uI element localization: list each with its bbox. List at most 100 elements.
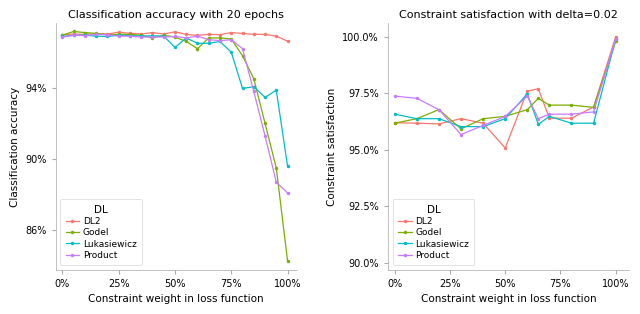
Product [413, 96, 420, 100]
DL2 [612, 35, 620, 39]
Lukasiewicz [534, 122, 542, 126]
X-axis label: Constraint weight in loss function: Constraint weight in loss function [420, 294, 596, 304]
Lukasiewicz [160, 34, 168, 38]
Product [250, 89, 258, 93]
Product [612, 37, 620, 41]
DL2 [59, 33, 67, 37]
Lukasiewicz [81, 33, 89, 37]
Lukasiewicz [138, 34, 145, 38]
DL2 [534, 87, 542, 91]
DL2 [92, 32, 100, 35]
Product [479, 124, 487, 127]
Line: Lukasiewicz: Lukasiewicz [393, 37, 618, 128]
Godel [273, 166, 280, 170]
DL2 [501, 146, 509, 150]
Product [216, 39, 224, 42]
Lukasiewicz [70, 33, 77, 37]
Product [171, 35, 179, 38]
Godel [501, 115, 509, 118]
DL2 [104, 32, 111, 36]
Godel [413, 117, 420, 121]
Line: DL2: DL2 [61, 30, 289, 43]
Product [589, 110, 597, 114]
Godel [534, 96, 542, 100]
Godel [568, 103, 575, 107]
Lukasiewicz [115, 33, 122, 37]
Godel [524, 108, 531, 111]
Lukasiewicz [284, 164, 291, 168]
Godel [589, 106, 597, 109]
Lukasiewicz [126, 34, 134, 37]
Godel [126, 32, 134, 36]
Y-axis label: Constraint satisfaction: Constraint satisfaction [327, 87, 337, 206]
Product [81, 34, 89, 37]
Title: Constraint satisfaction with delta=0.02: Constraint satisfaction with delta=0.02 [399, 10, 618, 20]
Line: Godel: Godel [393, 40, 618, 131]
Line: DL2: DL2 [393, 35, 618, 150]
Lukasiewicz [182, 36, 190, 40]
Product [160, 35, 168, 39]
Lukasiewicz [92, 34, 100, 38]
Godel [59, 33, 67, 37]
DL2 [138, 32, 145, 36]
DL2 [545, 116, 553, 120]
Product [501, 115, 509, 118]
DL2 [273, 34, 280, 38]
Lukasiewicz [457, 125, 465, 128]
Godel [194, 47, 202, 51]
Lukasiewicz [612, 37, 620, 41]
Godel [104, 33, 111, 37]
DL2 [70, 32, 77, 36]
DL2 [182, 32, 190, 36]
Godel [391, 121, 399, 125]
Godel [545, 103, 553, 107]
Product [115, 34, 122, 38]
Line: Godel: Godel [61, 30, 289, 263]
Line: Lukasiewicz: Lukasiewicz [61, 34, 289, 168]
Lukasiewicz [171, 46, 179, 49]
Product [534, 117, 542, 121]
DL2 [250, 32, 258, 36]
Lukasiewicz [501, 117, 509, 121]
Product [182, 36, 190, 40]
Product [227, 38, 235, 41]
Godel [115, 32, 122, 36]
Godel [457, 127, 465, 131]
Product [261, 134, 269, 138]
Lukasiewicz [194, 41, 202, 45]
X-axis label: Constraint weight in loss function: Constraint weight in loss function [88, 294, 264, 304]
DL2 [160, 32, 168, 36]
Product [138, 35, 145, 39]
Product [545, 112, 553, 116]
DL2 [589, 105, 597, 109]
Godel [479, 117, 487, 121]
Lukasiewicz [435, 117, 443, 121]
Product [391, 94, 399, 98]
Lukasiewicz [104, 35, 111, 38]
Product [59, 35, 67, 39]
Product [457, 133, 465, 136]
DL2 [435, 122, 443, 126]
Product [239, 47, 246, 51]
Godel [182, 40, 190, 43]
Godel [138, 33, 145, 37]
Product [92, 32, 100, 36]
Product [70, 33, 77, 37]
Product [273, 180, 280, 184]
Lukasiewicz [59, 35, 67, 38]
Lukasiewicz [261, 95, 269, 99]
Product [126, 34, 134, 38]
Product [435, 108, 443, 111]
DL2 [216, 33, 224, 37]
DL2 [568, 116, 575, 120]
Product [568, 112, 575, 116]
Product [148, 35, 156, 39]
Lukasiewicz [216, 40, 224, 43]
Legend: DL2, Godel, Lukasiewicz, Product: DL2, Godel, Lukasiewicz, Product [60, 199, 142, 265]
DL2 [126, 31, 134, 35]
Product [194, 34, 202, 38]
Lukasiewicz [273, 88, 280, 92]
Godel [216, 36, 224, 40]
DL2 [205, 32, 212, 36]
Godel [92, 32, 100, 35]
